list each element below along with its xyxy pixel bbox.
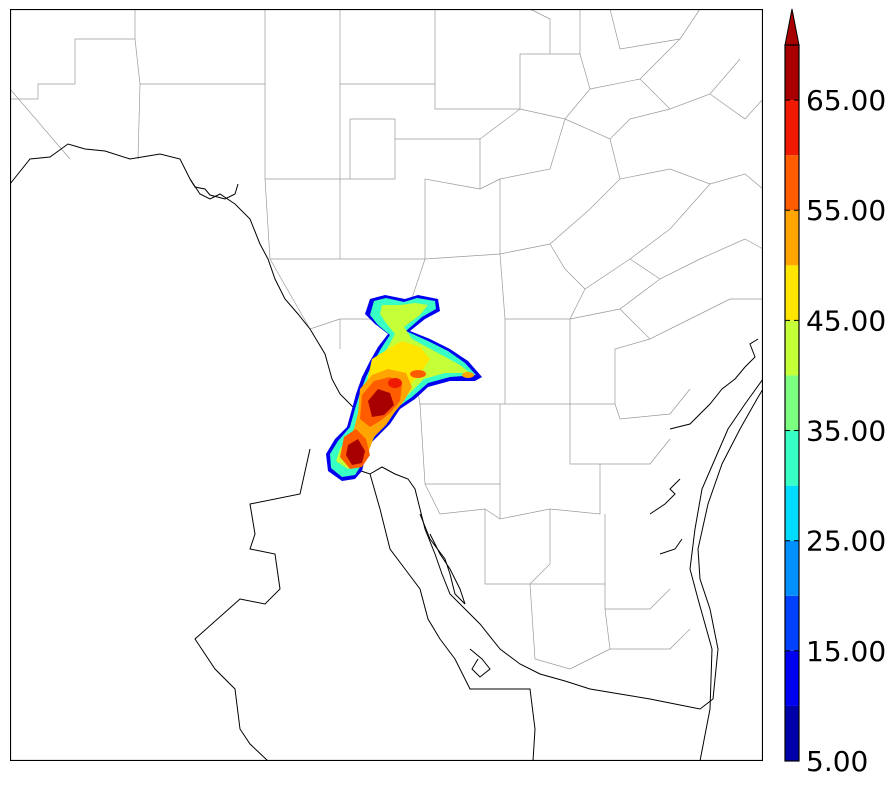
- reservoir-lower: [469, 648, 491, 678]
- barrier-island: [697, 388, 763, 700]
- colorbar-tick-label: 25.00: [806, 525, 886, 558]
- mexico-state-border-2: [369, 473, 536, 761]
- colorbar-segment: [785, 595, 799, 651]
- colorbar-tick-label: 15.00: [806, 635, 886, 668]
- colorbar-segment: [785, 375, 799, 431]
- field-cell-far-east: [462, 372, 474, 378]
- county-boundaries: [10, 9, 763, 670]
- colorbar-segment: [785, 100, 799, 156]
- colorbar-tick-label: 55.00: [806, 194, 886, 227]
- reservoir-upper: [419, 513, 466, 605]
- bay-inlets-2: [649, 478, 683, 555]
- colorbar-segment: [785, 45, 799, 101]
- field-65dbz-south: [346, 439, 365, 465]
- field-65dbz-north: [368, 389, 394, 417]
- colorbar-tick-label: 45.00: [806, 304, 886, 337]
- rio-bend-detail: [189, 178, 239, 200]
- colorbar-segment: [785, 210, 799, 266]
- colorbar-segment: [785, 430, 799, 486]
- colorbar-segment: [785, 540, 799, 596]
- map-frame: [10, 9, 763, 761]
- colorbar: 5.00 15.00 25.00 35.00 45.00 55.00 65.00: [784, 8, 886, 778]
- bay-inlets: [669, 338, 759, 430]
- colorbar-ticks: 5.00 15.00 25.00 35.00 45.00 55.00 65.00: [785, 84, 886, 778]
- colorbar-tick-label: 5.00: [806, 745, 868, 778]
- reflectivity-field: [326, 295, 482, 481]
- colorbar-segment: [785, 265, 799, 321]
- colorbar-frame: [784, 44, 800, 762]
- map-panel: [10, 9, 763, 761]
- colorbar-segments: [785, 45, 799, 761]
- colorbar-tick-label: 65.00: [806, 84, 886, 117]
- colorbar-segment: [785, 155, 799, 211]
- colorbar-segment: [785, 320, 799, 376]
- coastline: [689, 378, 763, 761]
- colorbar-segment: [785, 705, 799, 761]
- field-cell-mid: [388, 378, 402, 388]
- colorbar-tick-label: 35.00: [806, 415, 886, 448]
- mexico-state-border: [194, 448, 311, 761]
- colorbar-segment: [785, 650, 799, 706]
- field-cell-east: [410, 370, 426, 378]
- colorbar-extend-arrow: [784, 8, 800, 46]
- colorbar-segment: [785, 485, 799, 541]
